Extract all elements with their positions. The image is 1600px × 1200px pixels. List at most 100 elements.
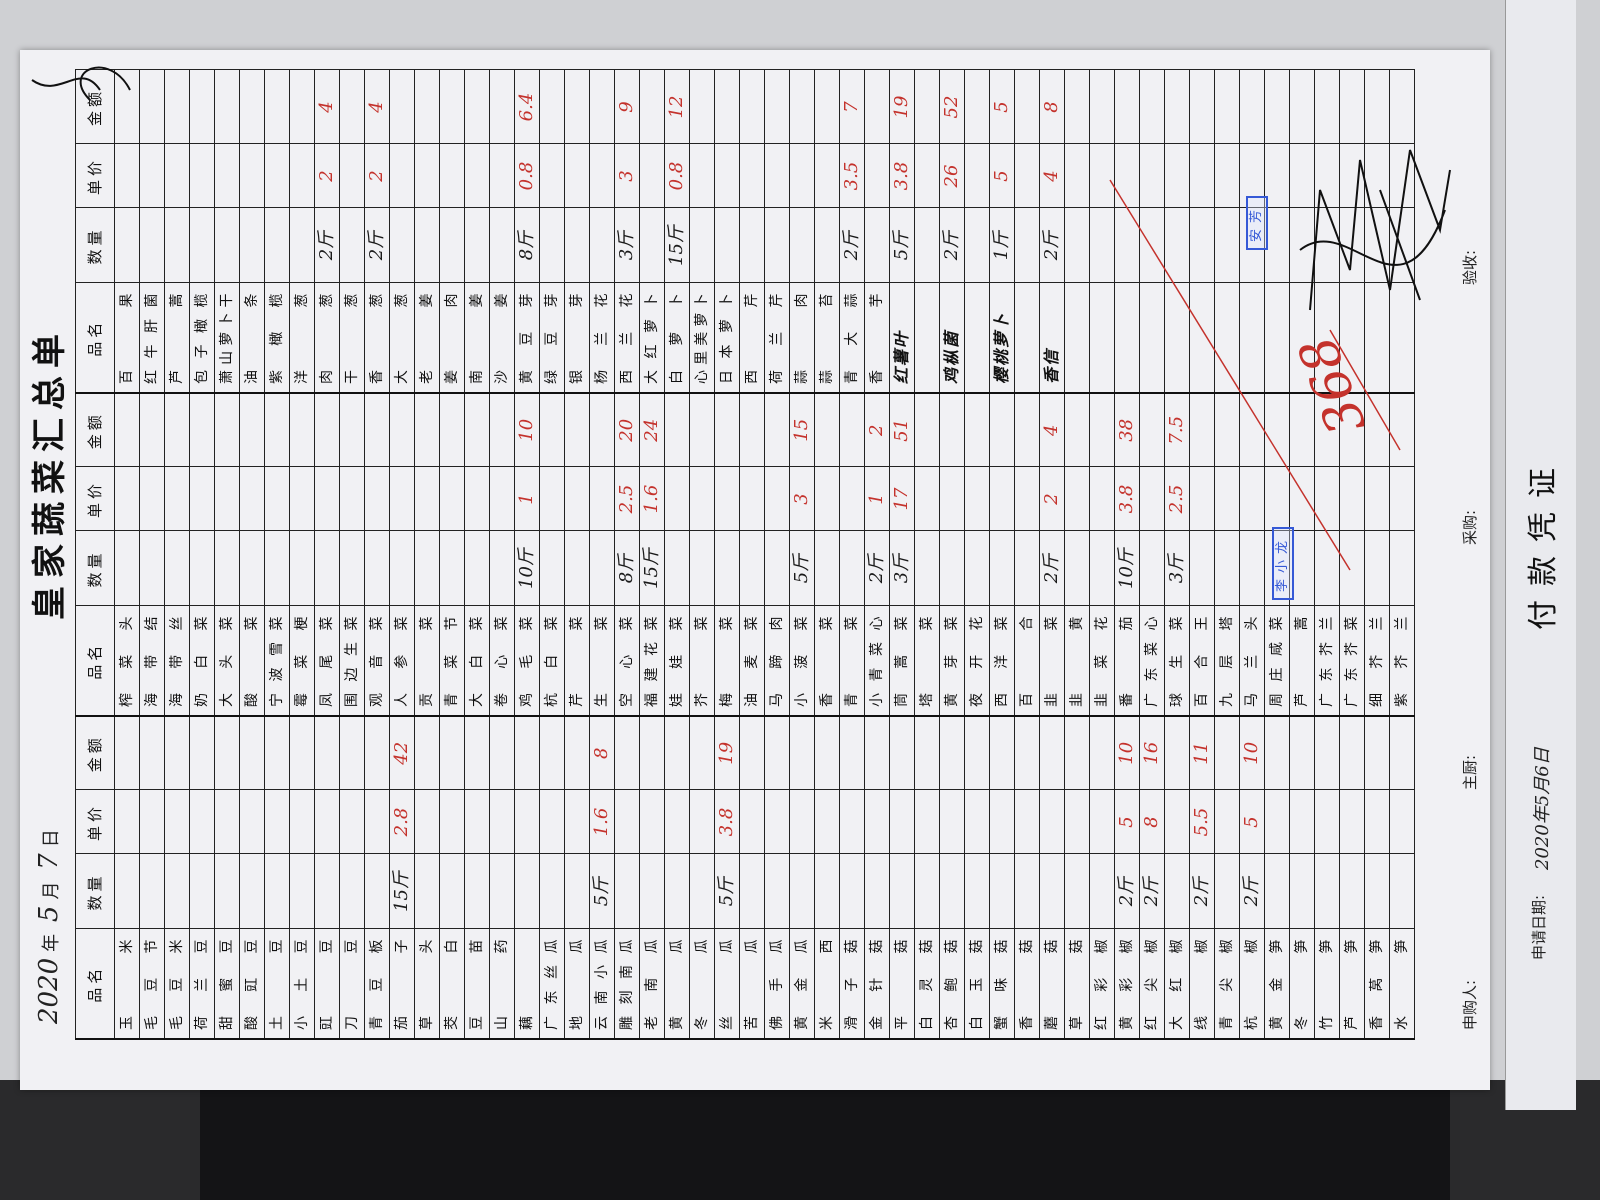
cell-unit-price: [289, 790, 315, 854]
cell-quantity: [1364, 531, 1390, 606]
cell-amount: 16: [1139, 716, 1165, 790]
cell-unit-price: 17: [889, 467, 915, 531]
cell-amount: [1289, 716, 1315, 790]
cell-name: 香芋: [864, 283, 890, 393]
cell-quantity: [1314, 208, 1340, 283]
cell-quantity: [214, 854, 240, 929]
cell-name: 青尖椒: [1214, 929, 1240, 1039]
table-row: 杏鲍菇 黄芽菜 鸡枞菌 2斤 26 52: [939, 70, 965, 1039]
cell-unit-price: [1214, 467, 1240, 531]
table-row: 红尖椒 2斤 8 16 广东菜心: [1139, 70, 1165, 1039]
table-row: 茭白 青菜节 姜肉: [439, 70, 465, 1039]
table-row: 藕 鸡毛菜 10斤 1 10 黄豆芽 8斤 0.8 6.4: [514, 70, 540, 1039]
cell-amount: 51: [889, 393, 915, 467]
cell-unit-price: [164, 790, 190, 854]
cell-amount: [289, 716, 315, 790]
table-row: 滑子菇 青菜 青大蒜 2斤 3.5 7: [839, 70, 865, 1039]
cell-unit-price: [1289, 790, 1315, 854]
cell-quantity: 8斤: [514, 208, 540, 283]
cell-amount: [264, 393, 290, 467]
cell-name: 凤尾菜: [314, 606, 340, 716]
table-row: 草菇 韭黄: [1064, 70, 1090, 1039]
cell-amount: 7.5: [1164, 393, 1190, 467]
cell-quantity: [1389, 208, 1415, 283]
cell-name: 洋葱: [289, 283, 315, 393]
cell-name: 福建花菜: [639, 606, 665, 716]
cell-unit-price: [1214, 144, 1240, 208]
cell-quantity: [439, 208, 465, 283]
cell-unit-price: [964, 467, 990, 531]
cell-unit-price: [639, 144, 665, 208]
cell-quantity: [764, 208, 790, 283]
cell-quantity: [214, 208, 240, 283]
cell-amount: [514, 716, 540, 790]
cell-unit-price: [589, 144, 615, 208]
cell-amount: [814, 393, 840, 467]
cell-name: 宁波雪菜: [264, 606, 290, 716]
cell-unit-price: 2.5: [1164, 467, 1190, 531]
cell-name: [914, 283, 940, 393]
cell-name: 大白菜: [464, 606, 490, 716]
cell-quantity: [339, 854, 365, 929]
cell-name: 老姜: [414, 283, 440, 393]
cell-name: 包子橄榄: [189, 283, 215, 393]
cell-name: 荷兰芹: [764, 283, 790, 393]
cell-quantity: [1339, 531, 1365, 606]
cell-unit-price: [189, 144, 215, 208]
cell-amount: [1214, 716, 1240, 790]
cell-amount: [439, 393, 465, 467]
table-row: 青尖椒 九层塔: [1214, 70, 1240, 1039]
cell-name: 白玉菇: [964, 929, 990, 1039]
cell-quantity: [714, 208, 740, 283]
cell-unit-price: 0.8: [514, 144, 540, 208]
cell-amount: [939, 716, 965, 790]
cell-name: 樱桃萝卜: [989, 283, 1015, 393]
cell-unit-price: [339, 144, 365, 208]
table-row: 米西 香菜 蒜苔: [814, 70, 840, 1039]
header-name: 品名: [75, 606, 115, 716]
cell-unit-price: [1114, 144, 1140, 208]
dark-object: [200, 1085, 1450, 1200]
cell-quantity: [239, 208, 265, 283]
cell-quantity: [689, 531, 715, 606]
cell-quantity: 1斤: [989, 208, 1015, 283]
cell-quantity: [989, 531, 1015, 606]
cell-name: 韭菜花: [1089, 606, 1115, 716]
cell-amount: [764, 716, 790, 790]
cell-quantity: [439, 854, 465, 929]
cell-unit-price: 5.5: [1189, 790, 1215, 854]
cell-unit-price: 3.8: [714, 790, 740, 854]
cell-amount: 15: [789, 393, 815, 467]
table-row: 玉米 榨菜头 百果: [114, 70, 140, 1039]
cell-name: 青菜: [839, 606, 865, 716]
table-row: 蟹味菇 西洋菜 樱桃萝卜 1斤 5 5: [989, 70, 1015, 1039]
cell-quantity: [1089, 208, 1115, 283]
cell-quantity: [189, 854, 215, 929]
cell-quantity: 15斤: [664, 208, 690, 283]
cell-name: 马兰头: [1239, 606, 1265, 716]
cell-amount: 19: [889, 70, 915, 144]
cell-amount: [889, 716, 915, 790]
cell-amount: 38: [1114, 393, 1140, 467]
cell-name: 紫橄榄: [264, 283, 290, 393]
cell-unit-price: [1364, 144, 1390, 208]
cell-name: 鸡毛菜: [514, 606, 540, 716]
cell-quantity: [389, 208, 415, 283]
cell-amount: [564, 393, 590, 467]
cell-unit-price: [1014, 467, 1040, 531]
cell-amount: [1389, 716, 1415, 790]
cell-name: 海带结: [139, 606, 165, 716]
cell-name: 芦蒿: [1289, 606, 1315, 716]
footer-purchase-label: 采购:: [1461, 509, 1479, 545]
table-row: 水笋 紫芥兰: [1389, 70, 1415, 1039]
cell-amount: [1064, 393, 1090, 467]
cell-amount: [539, 70, 565, 144]
cell-quantity: [114, 854, 140, 929]
cell-unit-price: [389, 467, 415, 531]
cell-quantity: 5斤: [589, 854, 615, 929]
cell-amount: [864, 716, 890, 790]
cell-amount: [814, 70, 840, 144]
sheet-date: 2020 年 5 月 7 日: [34, 829, 67, 1030]
cell-quantity: [564, 531, 590, 606]
cell-unit-price: [989, 790, 1015, 854]
